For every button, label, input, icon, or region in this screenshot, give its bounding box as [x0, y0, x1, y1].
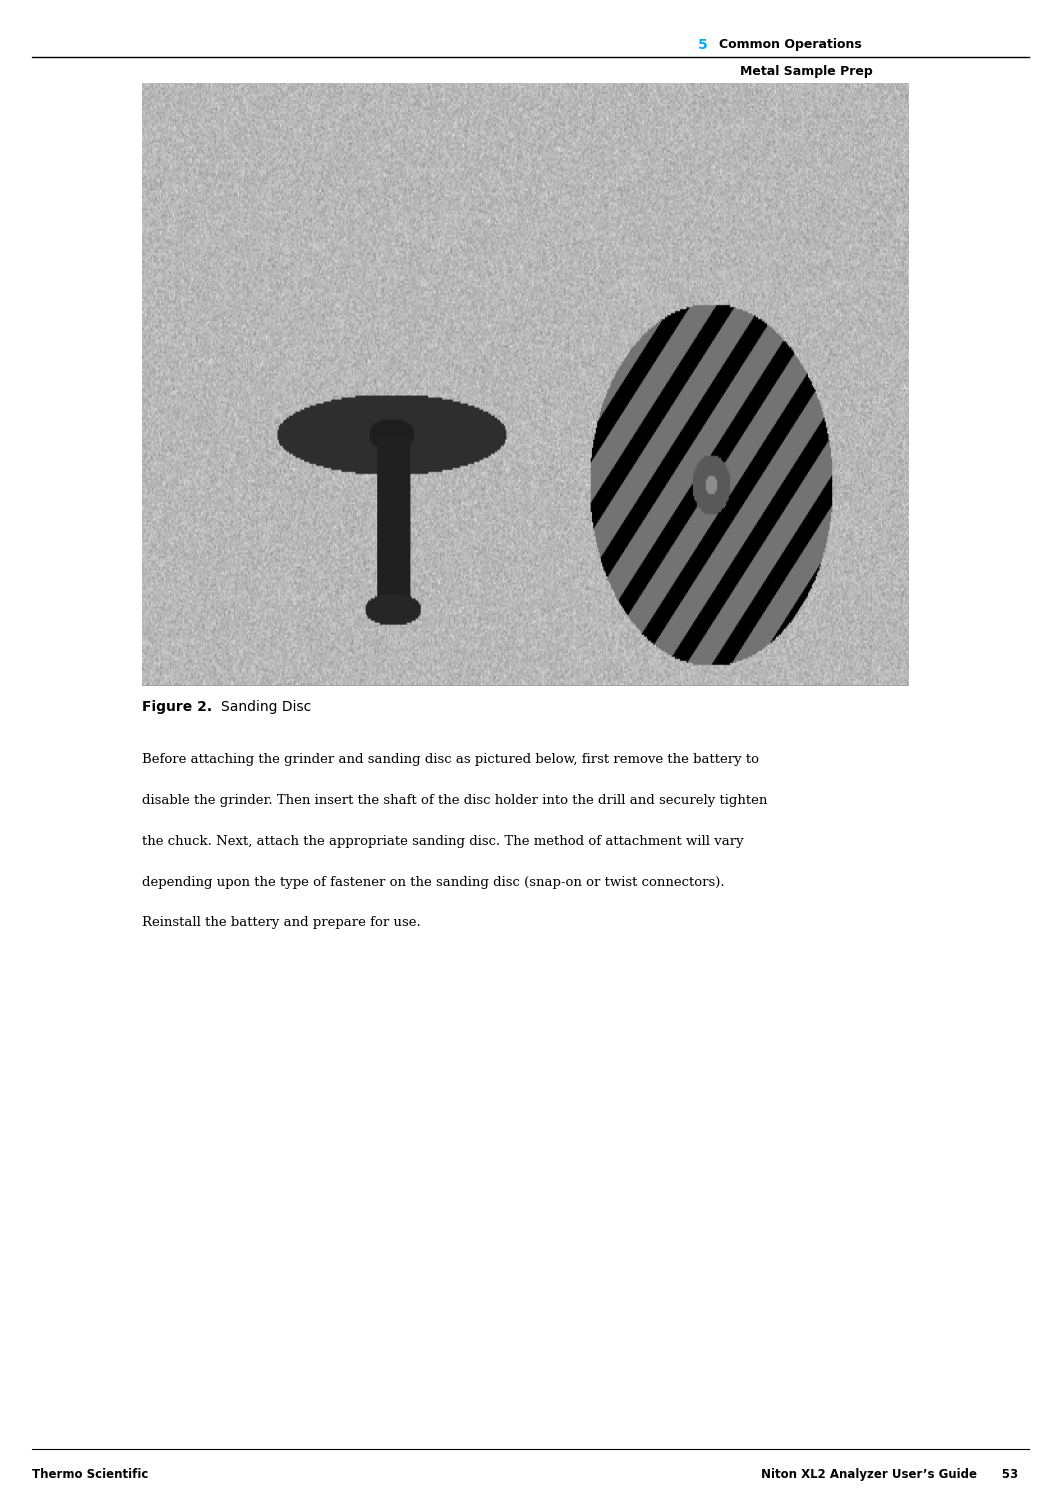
Text: Before attaching the grinder and sanding disc as pictured below, first remove th: Before attaching the grinder and sanding… [142, 753, 759, 767]
Text: depending upon the type of fastener on the sanding disc (snap-on or twist connec: depending upon the type of fastener on t… [142, 875, 724, 889]
Text: Reinstall the battery and prepare for use.: Reinstall the battery and prepare for us… [142, 916, 420, 929]
Text: Figure 2.: Figure 2. [142, 700, 212, 714]
Text: disable the grinder. Then insert the shaft of the disc holder into the drill and: disable the grinder. Then insert the sha… [142, 794, 768, 807]
Text: the chuck. Next, attach the appropriate sanding disc. The method of attachment w: the chuck. Next, attach the appropriate … [142, 834, 743, 848]
Text: Common Operations: Common Operations [719, 38, 862, 51]
Text: Niton XL2 Analyzer User’s Guide      53: Niton XL2 Analyzer User’s Guide 53 [761, 1468, 1018, 1482]
Text: 5: 5 [698, 38, 708, 51]
Text: Sanding Disc: Sanding Disc [220, 700, 311, 714]
FancyBboxPatch shape [142, 83, 908, 685]
Text: Metal Sample Prep: Metal Sample Prep [740, 65, 873, 78]
Text: Thermo Scientific: Thermo Scientific [32, 1468, 148, 1482]
